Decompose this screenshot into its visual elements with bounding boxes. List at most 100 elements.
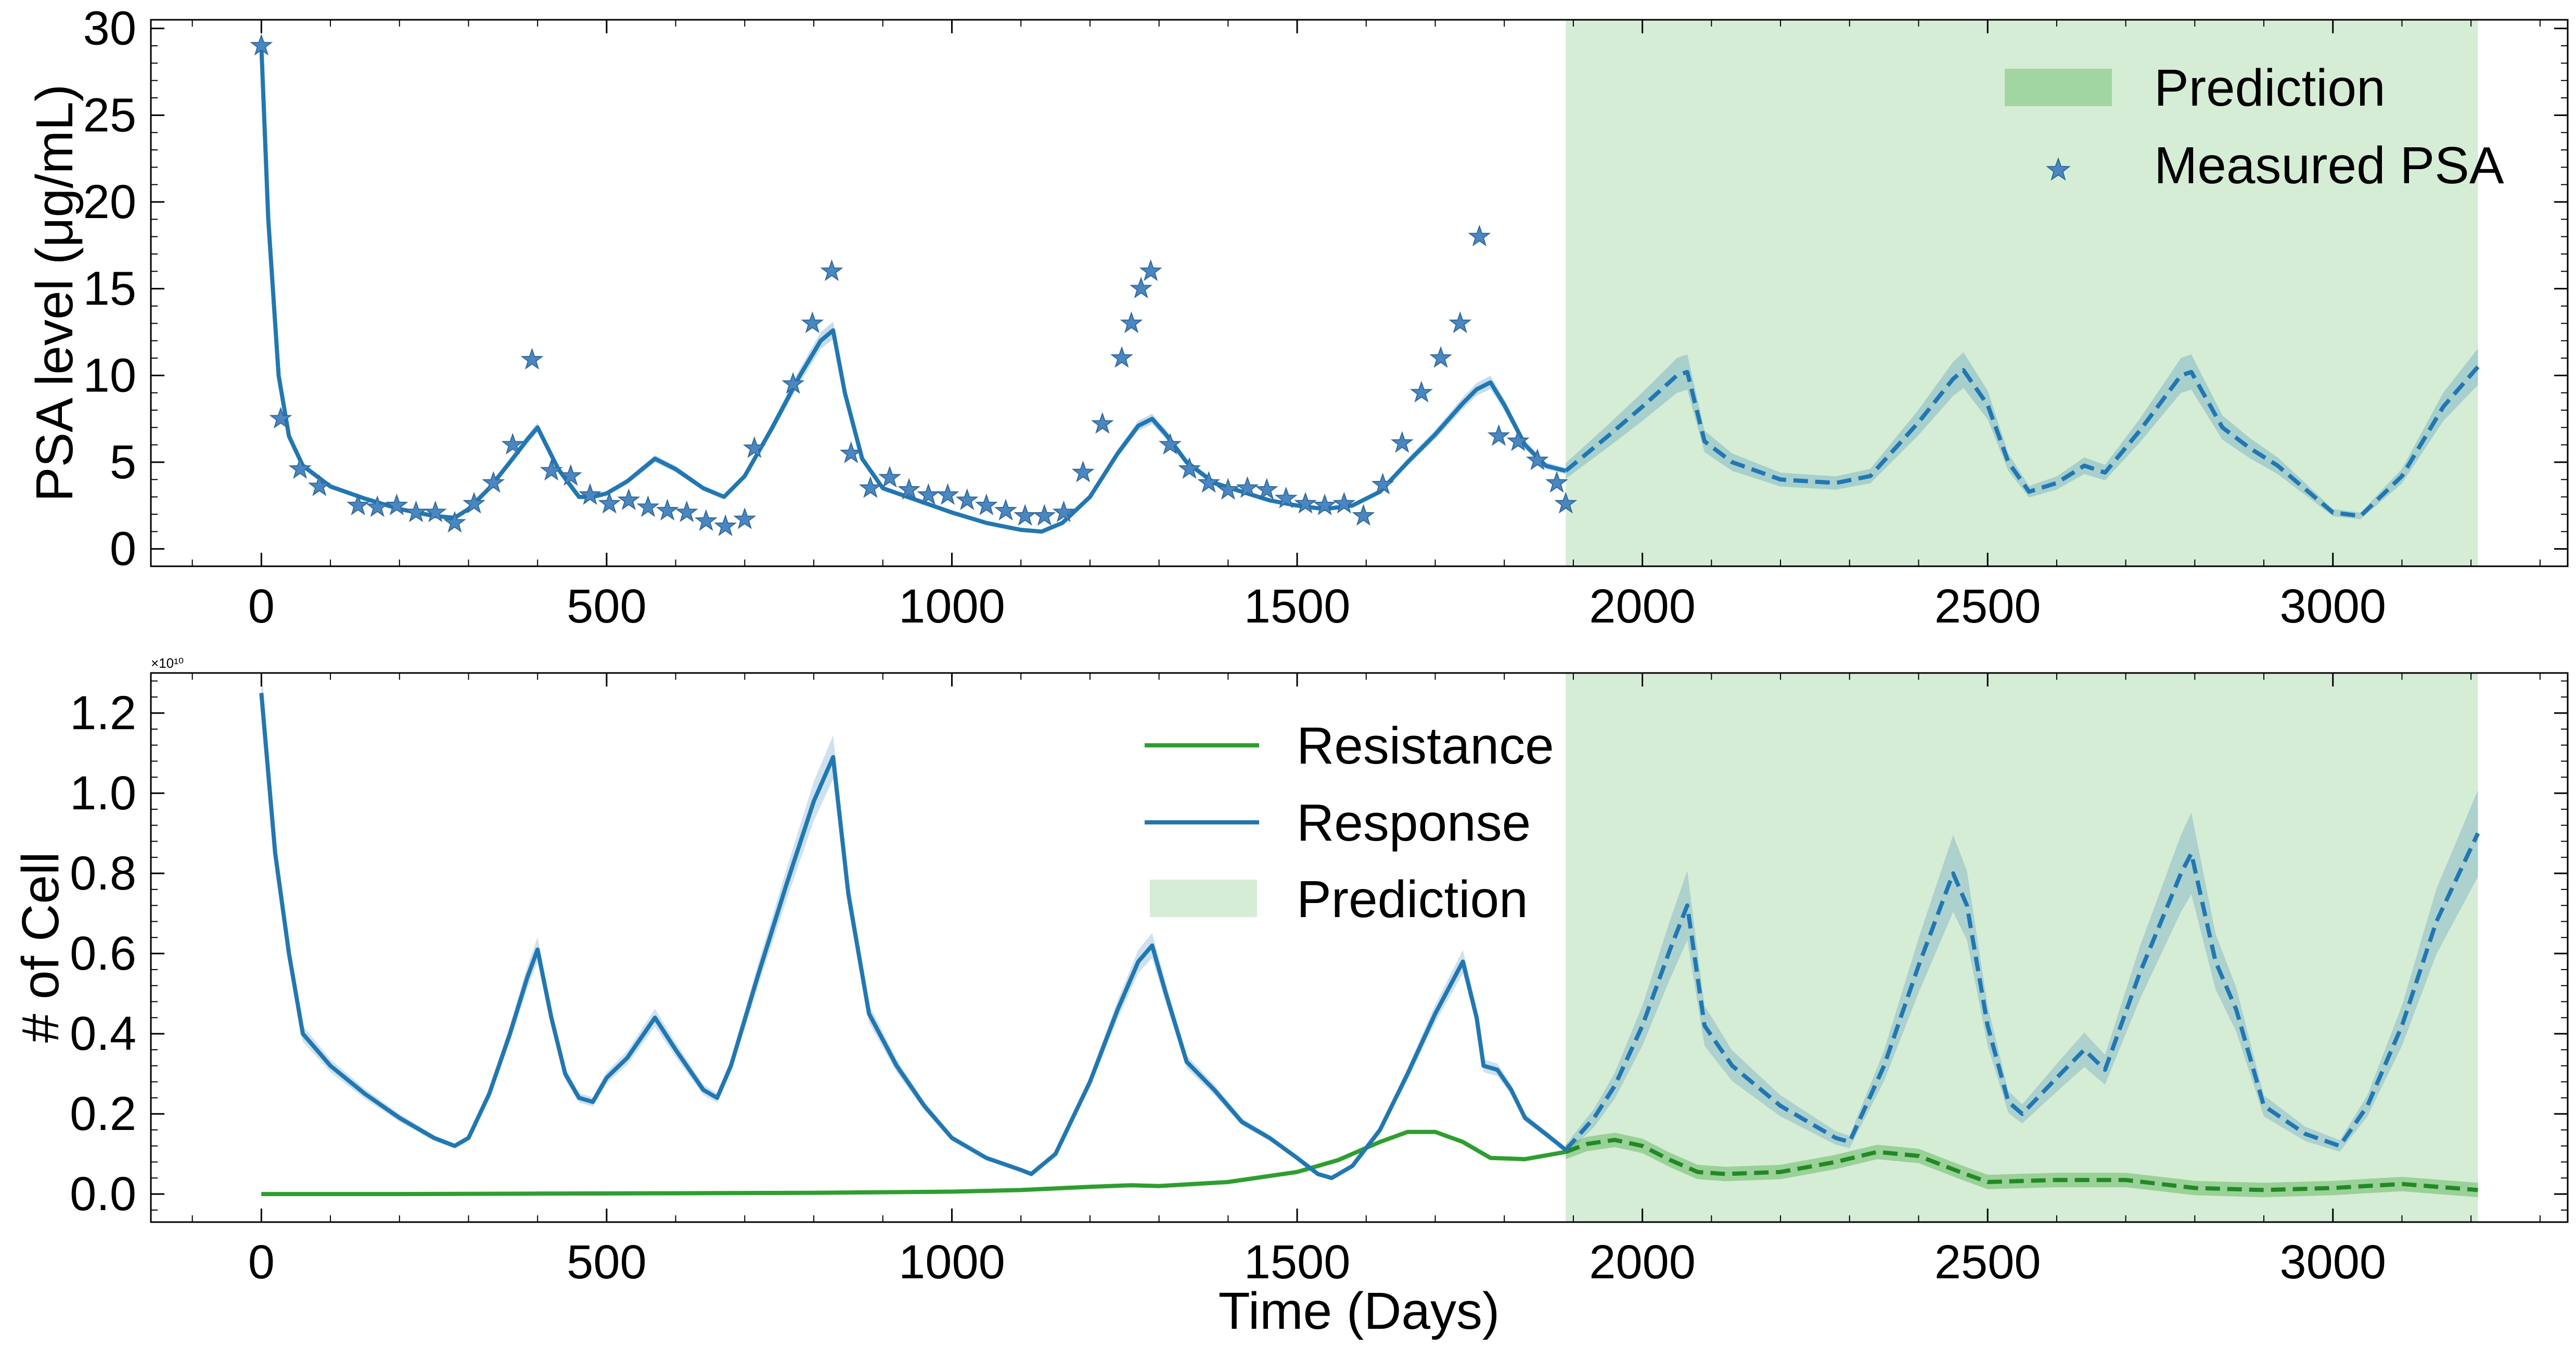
x-tick-label: 1000: [899, 580, 1005, 633]
x-tick-label: 2000: [1589, 1236, 1696, 1289]
measured-psa-point: [936, 483, 959, 505]
resistance-prediction-line: [1565, 1138, 2478, 1192]
y-tick-label: 0.4: [70, 1007, 136, 1060]
psa-panel: 0 500 1000 1500 2000 2500 3000 0 5 10 15 20 25 30 PS…: [25, 2, 2569, 633]
measured-psa-point: [1110, 346, 1133, 368]
measured-psa-point: [1409, 380, 1433, 403]
legend-resistance-label: Resistance: [1297, 717, 1554, 775]
cell-offset-text: ×10¹⁰: [151, 655, 184, 671]
x-tick-label: 2000: [1589, 580, 1696, 633]
measured-psa-point: [520, 348, 544, 370]
resistance-line: [261, 1129, 1566, 1197]
measured-psa-point: [1236, 476, 1259, 498]
measured-psa-point: [733, 507, 757, 529]
measured-psa-point: [955, 488, 979, 510]
y-tick-label: 1.0: [70, 767, 136, 820]
cell-plot-area: [151, 673, 2568, 1222]
measured-psa-point: [975, 493, 998, 515]
y-tick-label: 10: [83, 349, 136, 402]
response-line: [259, 693, 1567, 1180]
cell-panel: 0 500 1000 1500 2000 2500 3000 0.0 0.2 0.4 0.6 0.8…: [11, 655, 2569, 1340]
cell-bands: [261, 668, 2478, 1198]
y-tick-label: 15: [83, 262, 136, 315]
cell-x-ticks: 0 500 1000 1500 2000 2500 3000: [191, 673, 2541, 1289]
y-tick-label: 0.2: [70, 1087, 136, 1140]
y-tick-label: 25: [83, 88, 136, 142]
cell-legend: Resistance Response Prediction: [1145, 717, 1554, 929]
measured-psa-point: [839, 441, 863, 463]
cell-y-axis-label: # of Cell: [11, 852, 70, 1043]
measured-psa-point: [1390, 431, 1414, 453]
measured-psa-point: [443, 511, 466, 533]
y-tick-label: 5: [110, 436, 136, 489]
measured-psa-point: [1449, 311, 1472, 333]
measured-psa-point: [559, 464, 582, 486]
measured-psa-point: [1216, 478, 1240, 500]
measured-psa-point: [1526, 448, 1549, 471]
measured-psa-point: [598, 491, 621, 514]
x-tick-label: 1500: [1244, 1236, 1351, 1289]
x-axis-label: Time (Days): [1219, 1282, 1500, 1340]
measured-psa-point: [1429, 346, 1452, 368]
legend-response-label: Response: [1297, 794, 1531, 852]
measured-psa-point: [1554, 491, 1578, 514]
measured-psa-point: [695, 509, 717, 531]
measured-psa-point: [1130, 276, 1153, 299]
psa-legend: Prediction Measured PSA: [2005, 59, 2504, 195]
measured-psa-point: [1545, 471, 1568, 493]
measured-psa-point: [1487, 424, 1510, 446]
x-tick-label: 0: [248, 1236, 275, 1289]
measured-psa-point: [1052, 500, 1075, 523]
x-tick-label: 1000: [899, 1236, 1005, 1289]
legend-prediction-label-bottom: Prediction: [1297, 870, 1528, 929]
cell-prediction-region: [1566, 673, 2478, 1222]
measured-psa-point: [250, 33, 273, 56]
measured-psa-point: [742, 436, 766, 458]
measured-psa-point: [1352, 504, 1375, 526]
measured-psa-point: [1033, 504, 1056, 526]
measured-psa-point: [1071, 460, 1095, 482]
measured-psa-point: [1468, 224, 1491, 247]
y-tick-label: 0.6: [70, 927, 136, 980]
measured-psa-point: [347, 493, 370, 515]
measured-psa-point: [1313, 493, 1337, 515]
measured-psa-point: [1274, 486, 1298, 509]
measured-psa-point: [385, 493, 408, 515]
legend-measured-psa-marker: [2046, 157, 2071, 181]
measured-psa-point: [636, 495, 660, 517]
x-tick-label: 2500: [1934, 580, 2041, 633]
y-tick-label: 1.2: [70, 687, 136, 740]
measured-psa-point: [404, 500, 428, 523]
legend-star-icon: [2046, 157, 2071, 181]
psa-y-axis-label: PSA level (μg/mL): [25, 84, 84, 502]
x-tick-label: 1500: [1244, 580, 1351, 633]
y-tick-label: 20: [83, 175, 136, 228]
measured-psa-point: [714, 514, 737, 536]
psa-measured-markers: [250, 33, 1578, 536]
x-tick-label: 500: [567, 580, 647, 633]
measured-psa-point: [463, 491, 485, 514]
measured-psa-point: [1014, 504, 1037, 526]
measured-psa-point: [917, 483, 940, 505]
cell-plot-frame: [150, 672, 2569, 1223]
measured-psa-point: [307, 474, 331, 497]
legend-prediction-swatch-bottom: [1150, 880, 1257, 917]
resistance-prediction-band: [1566, 1133, 2478, 1198]
psa-y-ticks: 0 5 10 15 20 25 30: [83, 2, 2568, 576]
measured-psa-point: [878, 465, 901, 488]
measured-psa-point: [1120, 311, 1143, 333]
y-tick-label: 0.8: [70, 847, 136, 900]
measured-psa-point: [1158, 433, 1182, 455]
measured-psa-point: [675, 500, 698, 523]
cell-y-ticks: 0.0 0.2 0.4 0.6 0.8 1.0 1.2: [70, 680, 2568, 1221]
measured-psa-point: [1506, 429, 1530, 451]
measured-psa-point: [617, 488, 640, 510]
measured-psa-point: [579, 483, 602, 505]
x-tick-label: 0: [248, 580, 275, 633]
x-tick-label: 2500: [1934, 1236, 2041, 1289]
measured-psa-point: [1332, 491, 1356, 514]
measured-psa-point: [859, 476, 882, 498]
predicted-psa-line: [1564, 365, 2480, 518]
y-tick-label: 0: [110, 523, 136, 576]
